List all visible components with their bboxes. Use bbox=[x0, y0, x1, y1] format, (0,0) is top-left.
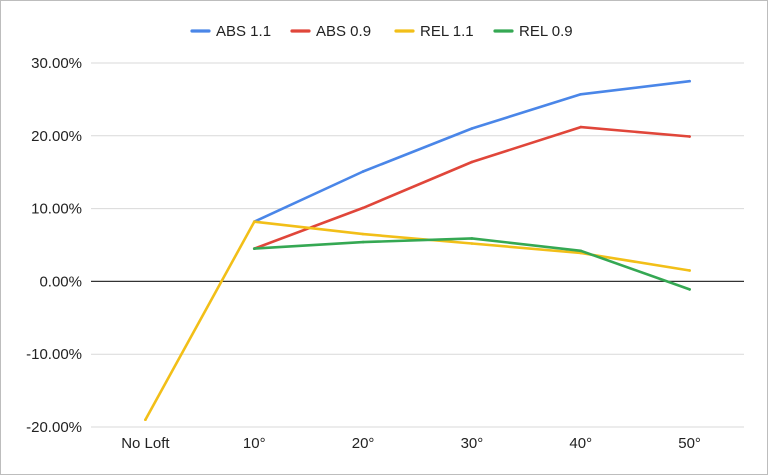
data-point bbox=[252, 220, 256, 224]
legend-item: ABS 1.1 bbox=[190, 23, 271, 40]
legend-label: REL 0.9 bbox=[519, 23, 573, 40]
legend: ABS 1.1 ABS 0.9 REL 1.1 REL 0.9 bbox=[190, 23, 573, 40]
legend-item: REL 1.1 bbox=[394, 23, 474, 40]
x-tick-label: No Loft bbox=[121, 435, 170, 452]
y-axis-ticks: 30.00% 20.00% 10.00% 0.00% -10.00% -20.00% bbox=[26, 55, 82, 436]
data-point bbox=[361, 232, 365, 236]
data-point bbox=[470, 237, 474, 240]
x-tick-label: 40° bbox=[569, 435, 592, 452]
data-point bbox=[688, 288, 691, 291]
data-point bbox=[579, 93, 583, 96]
data-point bbox=[579, 125, 583, 129]
series-lines bbox=[144, 79, 691, 422]
data-point bbox=[252, 247, 256, 250]
data-point bbox=[470, 127, 474, 130]
x-tick-label: 30° bbox=[461, 435, 484, 452]
legend-label: REL 1.1 bbox=[420, 23, 474, 40]
legend-label: ABS 0.9 bbox=[316, 23, 371, 40]
data-point bbox=[361, 206, 365, 210]
data-point bbox=[361, 240, 365, 244]
y-tick-label: -20.00% bbox=[26, 419, 82, 436]
x-tick-label: 50° bbox=[678, 435, 701, 452]
x-axis-ticks: No Loft 10° 20° 30° 40° 50° bbox=[121, 435, 701, 452]
data-point bbox=[361, 170, 365, 173]
data-point bbox=[688, 135, 691, 138]
legend-item: ABS 0.9 bbox=[290, 23, 371, 40]
x-tick-label: 10° bbox=[243, 435, 266, 452]
data-point bbox=[688, 79, 691, 83]
data-point bbox=[579, 249, 583, 253]
y-tick-label: 10.00% bbox=[31, 201, 82, 218]
data-point bbox=[144, 418, 147, 422]
gridlines bbox=[91, 62, 744, 428]
legend-label: ABS 1.1 bbox=[216, 23, 271, 40]
y-tick-label: -10.00% bbox=[26, 346, 82, 363]
legend-item: REL 0.9 bbox=[493, 23, 573, 40]
data-point bbox=[688, 269, 691, 272]
series-line-rel-1-1 bbox=[144, 220, 691, 422]
data-point bbox=[470, 242, 474, 245]
x-tick-label: 20° bbox=[352, 435, 375, 452]
data-point bbox=[470, 160, 474, 164]
series-line-abs-1-1 bbox=[253, 79, 691, 223]
y-tick-label: 20.00% bbox=[31, 128, 82, 145]
y-tick-label: 0.00% bbox=[39, 273, 82, 290]
y-tick-label: 30.00% bbox=[31, 55, 82, 72]
